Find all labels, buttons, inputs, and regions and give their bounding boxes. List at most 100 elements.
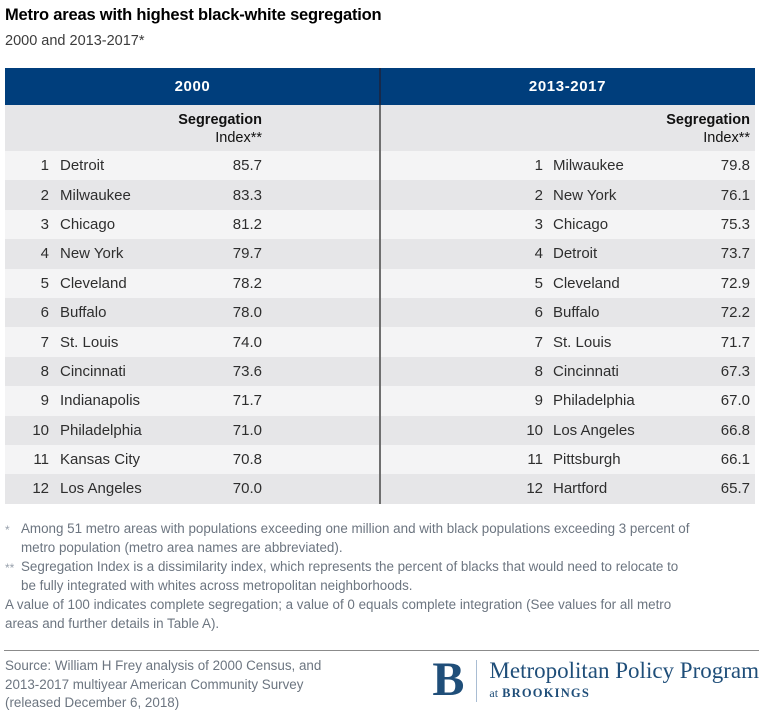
- logo-at-word: at: [489, 686, 499, 700]
- footer-divider-rule: [4, 650, 759, 651]
- table-row: 8 Cincinnati 67.3: [380, 356, 755, 387]
- row-metro-name: St. Louis: [553, 333, 612, 351]
- footnote-marker: *: [5, 523, 10, 537]
- row-segregation-index: 65.7: [720, 480, 750, 498]
- row-segregation-index: 67.0: [720, 392, 750, 410]
- table-row: 3 Chicago 81.2: [5, 209, 380, 240]
- row-rank: 6: [40, 304, 49, 322]
- footnote-line: metro population (metro area names are a…: [21, 540, 343, 555]
- table-row: 7 St. Louis 74.0: [5, 327, 380, 357]
- row-metro-name: New York: [60, 245, 124, 263]
- row-metro-name: Philadelphia: [60, 421, 142, 439]
- footnote-line: A value of 100 indicates complete segreg…: [5, 597, 672, 612]
- row-segregation-index: 83.3: [232, 186, 262, 204]
- column-divider-header-segment: [379, 68, 381, 105]
- logo-separator: [476, 660, 478, 702]
- footnote-text: Among 51 metro areas with populations ex…: [21, 519, 758, 557]
- row-rank: 3: [534, 215, 543, 233]
- subheader-line2: Index**: [703, 130, 750, 146]
- row-rank: 6: [534, 304, 543, 322]
- row-rank: 9: [40, 392, 49, 410]
- row-metro-name: St. Louis: [60, 333, 119, 351]
- logo-text-block: Metropolitan Policy Program at BROOKINGS: [489, 659, 759, 702]
- row-metro-name: Cleveland: [60, 274, 127, 292]
- table-body: 1 Detroit 85.7 2 Milwaukee 83.3 3 Chicag…: [5, 151, 755, 504]
- row-rank: 4: [40, 245, 49, 263]
- row-rank: 7: [40, 333, 49, 351]
- brookings-b-icon: B: [432, 653, 465, 706]
- table-row: 5 Cleveland 72.9: [380, 268, 755, 298]
- logo-org-line: at BROOKINGS: [489, 684, 759, 702]
- footnote-value-scale: A value of 100 indicates complete segreg…: [5, 595, 758, 633]
- subheader-line1: Segregation: [666, 112, 750, 128]
- figure-title: Metro areas with highest black-white seg…: [5, 6, 382, 24]
- source-line: 2013-2017 multiyear American Community S…: [5, 676, 304, 692]
- source-line: Source: William H Frey analysis of 2000 …: [5, 658, 322, 673]
- table-row: 8 Cincinnati 73.6: [5, 356, 380, 387]
- table-row: 3 Chicago 75.3: [380, 209, 755, 240]
- footnotes: * Among 51 metro areas with populations …: [5, 519, 758, 633]
- table-row: 4 New York 79.7: [5, 239, 380, 269]
- figure-subtitle: 2000 and 2013-2017*: [5, 33, 145, 49]
- row-metro-name: Los Angeles: [553, 421, 635, 439]
- table-row: 6 Buffalo 78.0: [5, 297, 380, 328]
- row-rank: 1: [534, 157, 543, 175]
- row-rank: 7: [534, 333, 543, 351]
- row-metro-name: Detroit: [553, 245, 598, 263]
- row-segregation-index: 75.3: [720, 215, 750, 233]
- table-row: 4 Detroit 73.7: [380, 239, 755, 269]
- row-metro-name: Cincinnati: [60, 362, 126, 380]
- table-row: 11 Kansas City 70.8: [5, 444, 380, 475]
- row-rank: 12: [526, 480, 543, 498]
- logo-org-name: BROOKINGS: [502, 686, 590, 700]
- row-metro-name: Chicago: [60, 215, 116, 233]
- row-rank: 2: [534, 186, 543, 204]
- segregation-index-header-right: Segregation Index**: [380, 105, 755, 151]
- segregation-table: 2000 2013-2017 Segregation Index** Segre…: [5, 68, 755, 504]
- row-segregation-index: 73.7: [720, 245, 750, 263]
- footnote-line: Among 51 metro areas with populations ex…: [21, 521, 690, 536]
- footnote-line: Segregation Index is a dissimilarity ind…: [21, 559, 679, 574]
- brookings-logo: B Metropolitan Policy Program at BROOKIN…: [432, 653, 759, 706]
- row-rank: 8: [40, 362, 49, 380]
- footnote-text: A value of 100 indicates complete segreg…: [5, 595, 758, 633]
- row-metro-name: Milwaukee: [553, 157, 624, 175]
- table-row: 9 Indianapolis 71.7: [5, 386, 380, 416]
- table-row: 2 New York 76.1: [380, 180, 755, 210]
- source-text: Source: William H Frey analysis of 2000 …: [5, 657, 321, 713]
- table-row: 12 Hartford 65.7: [380, 474, 755, 504]
- column-divider-body-segment: [379, 105, 381, 504]
- row-metro-name: New York: [553, 186, 617, 204]
- row-metro-name: Detroit: [60, 157, 105, 175]
- row-rank: 2: [40, 186, 49, 204]
- row-segregation-index: 71.0: [232, 421, 262, 439]
- row-segregation-index: 71.7: [232, 392, 262, 410]
- row-segregation-index: 72.2: [720, 304, 750, 322]
- row-segregation-index: 71.7: [720, 333, 750, 351]
- table-row: 2 Milwaukee 83.3: [5, 180, 380, 210]
- footnote-metro-areas: * Among 51 metro areas with populations …: [5, 519, 758, 557]
- subheader-line1: Segregation: [178, 112, 262, 128]
- table-row: 1 Milwaukee 79.8: [380, 151, 755, 181]
- row-metro-name: Cincinnati: [553, 362, 619, 380]
- period-header-2013-2017: 2013-2017: [528, 78, 607, 95]
- source-line: (released December 6, 2018): [5, 695, 180, 710]
- row-rank: 1: [40, 157, 49, 175]
- row-metro-name: Buffalo: [553, 304, 600, 322]
- row-segregation-index: 79.8: [720, 157, 750, 175]
- table-body-2013-2017: 1 Milwaukee 79.8 2 New York 76.1 3 Chica…: [380, 151, 755, 504]
- row-metro-name: Kansas City: [60, 451, 141, 469]
- row-metro-name: Cleveland: [553, 274, 620, 292]
- row-segregation-index: 72.9: [720, 274, 750, 292]
- row-segregation-index: 73.6: [232, 362, 262, 380]
- row-rank: 4: [534, 245, 543, 263]
- row-segregation-index: 67.3: [720, 362, 750, 380]
- table-row: 7 St. Louis 71.7: [380, 327, 755, 357]
- row-rank: 8: [534, 362, 543, 380]
- row-metro-name: Pittsburgh: [553, 451, 621, 469]
- row-segregation-index: 70.8: [232, 451, 262, 469]
- row-segregation-index: 78.2: [232, 274, 262, 292]
- row-segregation-index: 81.2: [232, 215, 262, 233]
- row-rank: 5: [534, 274, 543, 292]
- table-row: 1 Detroit 85.7: [5, 151, 380, 181]
